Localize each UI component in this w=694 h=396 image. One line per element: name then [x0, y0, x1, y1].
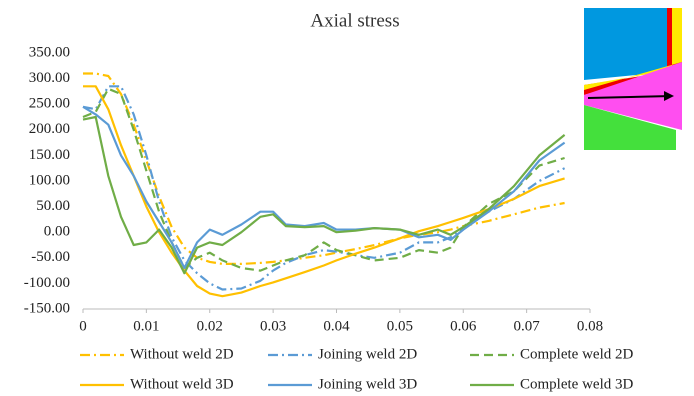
series-line	[83, 74, 565, 264]
inset-diagram	[584, 8, 682, 150]
x-tick-label: 0.04	[323, 318, 350, 334]
series-line	[83, 117, 565, 273]
legend-label: Complete weld 2D	[520, 346, 633, 362]
y-tick-label: 300.00	[29, 70, 70, 86]
x-tick-label: 0.03	[260, 318, 286, 334]
chart-title: Axial stress	[310, 10, 399, 31]
y-tick-label: 0.00	[44, 224, 70, 240]
y-tick-label: 250.00	[29, 96, 70, 112]
legend-label: Joining weld 2D	[318, 346, 417, 362]
x-tick-label: 0.08	[577, 318, 603, 334]
x-tick-label: 0.01	[133, 318, 159, 334]
y-tick-label: 200.00	[29, 121, 70, 137]
y-tick-label: -100.00	[24, 275, 70, 291]
legend-label: Without weld 3D	[130, 376, 234, 392]
y-tick-label: -50.00	[31, 249, 70, 265]
legend-label: Joining weld 3D	[318, 376, 417, 392]
y-tick-label: 150.00	[29, 147, 70, 163]
y-tick-label: -150.00	[24, 300, 70, 316]
y-tick-label: 350.00	[29, 44, 70, 60]
y-tick-label: 100.00	[29, 172, 70, 188]
legend-label: Without weld 2D	[130, 346, 234, 362]
chart: Axial stress -150.00 -100.00 -50.00 0.00 50.…	[0, 0, 694, 396]
x-tick-label: 0.02	[197, 318, 223, 334]
x-tick-label: 0.06	[450, 318, 477, 334]
legend-label: Complete weld 3D	[520, 376, 633, 392]
series-line	[83, 89, 565, 271]
x-tick-label: 0.05	[387, 318, 413, 334]
y-tick-label: 50.00	[36, 198, 70, 214]
inset-blue	[584, 8, 667, 80]
x-tick-label: 0.07	[514, 318, 541, 334]
x-tick-label: 0	[79, 318, 87, 334]
